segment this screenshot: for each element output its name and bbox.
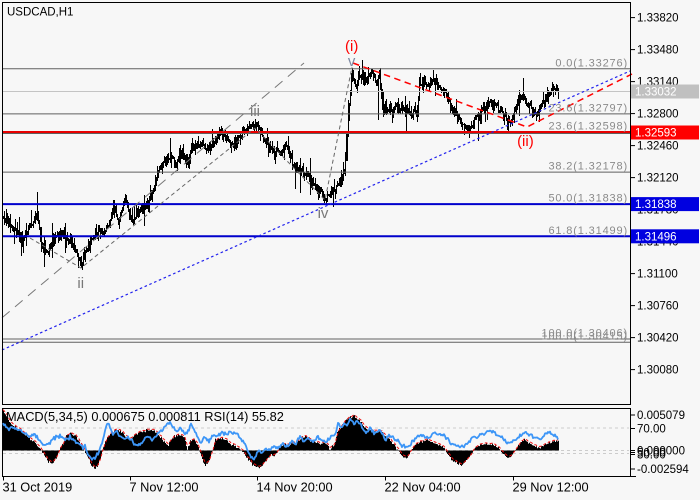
svg-text:1.33820: 1.33820 bbox=[637, 13, 679, 25]
svg-text:1.30420: 1.30420 bbox=[637, 333, 679, 345]
svg-text:29 Nov 12:00: 29 Nov 12:00 bbox=[513, 480, 589, 495]
svg-text:1.32120: 1.32120 bbox=[637, 173, 679, 185]
svg-text:22 Nov 04:00: 22 Nov 04:00 bbox=[385, 480, 461, 495]
svg-text:7 Nov 12:00: 7 Nov 12:00 bbox=[130, 480, 199, 495]
svg-text:MACD(5,34,5) 0.000675 0.000811: MACD(5,34,5) 0.000675 0.000811 RSI(14) 5… bbox=[6, 409, 284, 424]
svg-text:iv: iv bbox=[318, 205, 329, 222]
svg-text:1.32800: 1.32800 bbox=[637, 109, 679, 121]
svg-text:1.30760: 1.30760 bbox=[637, 301, 679, 313]
svg-text:14 Nov 20:00: 14 Nov 20:00 bbox=[257, 480, 333, 495]
svg-text:(ii): (ii) bbox=[517, 133, 534, 150]
svg-text:-0.002594: -0.002594 bbox=[637, 464, 689, 476]
svg-text:30.00: 30.00 bbox=[637, 450, 666, 462]
svg-text:23.6(1.32598): 23.6(1.32598) bbox=[548, 121, 628, 133]
svg-text:70.00: 70.00 bbox=[637, 424, 666, 436]
svg-text:61.8(1.31499): 61.8(1.31499) bbox=[548, 225, 628, 237]
svg-text:31 Oct 2019: 31 Oct 2019 bbox=[3, 480, 73, 495]
svg-text:(i): (i) bbox=[345, 38, 358, 55]
svg-text:38.2(1.32178): 38.2(1.32178) bbox=[548, 161, 628, 173]
svg-text:50.0(1.31838): 50.0(1.31838) bbox=[548, 193, 628, 205]
svg-text:USDCAD,H1: USDCAD,H1 bbox=[7, 7, 73, 19]
svg-text:1.30080: 1.30080 bbox=[637, 365, 679, 377]
svg-text:v: v bbox=[348, 53, 356, 70]
svg-text:ii: ii bbox=[77, 275, 84, 292]
svg-text:100.0(1.30406): 100.0(1.30406) bbox=[541, 328, 628, 340]
svg-text:23.6(1.32797): 23.6(1.32797) bbox=[548, 102, 628, 114]
svg-text:1.31838: 1.31838 bbox=[635, 199, 677, 211]
svg-text:100.0(1.30415): 100.0(1.30415) bbox=[541, 331, 628, 343]
svg-text:iii: iii bbox=[250, 103, 260, 120]
svg-text:0.005079: 0.005079 bbox=[637, 410, 685, 422]
svg-text:1.31100: 1.31100 bbox=[637, 269, 678, 281]
svg-text:0.0(1.33276): 0.0(1.33276) bbox=[555, 57, 628, 69]
svg-text:1.32593: 1.32593 bbox=[635, 128, 677, 140]
svg-text:1.33480: 1.33480 bbox=[637, 45, 679, 57]
svg-text:1.32460: 1.32460 bbox=[637, 141, 679, 153]
svg-text:50.00: 50.00 bbox=[637, 448, 666, 460]
svg-text:1.33032: 1.33032 bbox=[635, 87, 677, 99]
svg-text:1.31496: 1.31496 bbox=[635, 231, 677, 243]
svg-text:0.000000: 0.000000 bbox=[637, 446, 685, 458]
